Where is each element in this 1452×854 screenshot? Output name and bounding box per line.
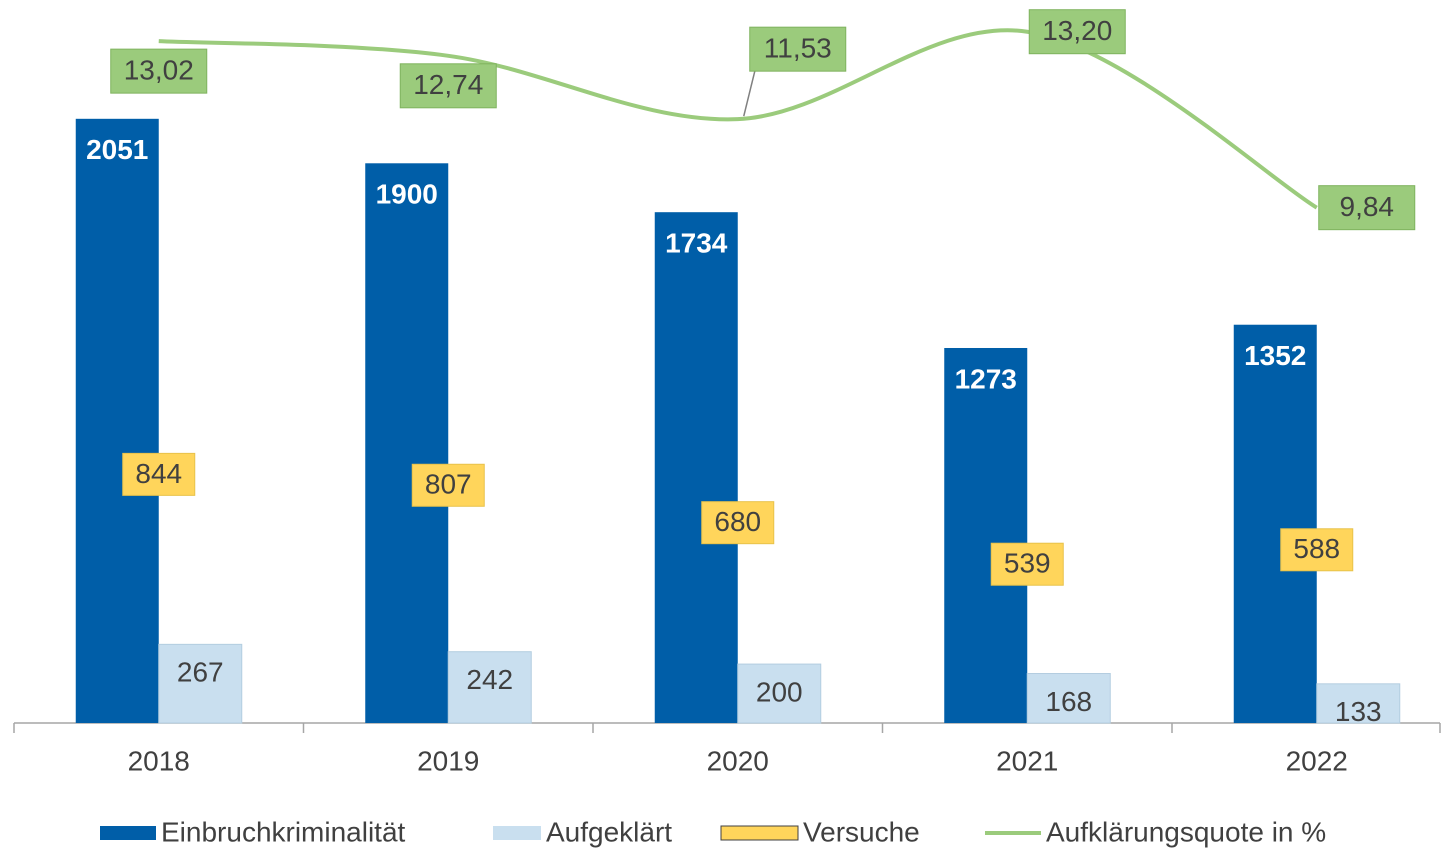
data-label: 242 [466,664,513,695]
data-label: 2051 [86,134,148,165]
data-label: 13,02 [124,55,194,86]
data-label: 13,20 [1042,15,1112,46]
legend-swatch [100,826,156,840]
bar [447,651,532,724]
bar [944,347,1028,723]
marker-label-box [122,452,196,496]
data-label: 267 [177,657,224,688]
x-tick-label: 2020 [707,745,769,776]
data-label: 1734 [665,228,728,259]
x-tick-label: 2021 [996,745,1058,776]
data-label: 200 [756,676,803,707]
legend-swatch [720,825,799,841]
legend-label: Aufgeklärt [546,816,672,847]
data-label: 1900 [376,179,438,210]
data-label: 539 [1004,548,1051,579]
bar [365,163,449,723]
bar [75,118,159,724]
data-label: 807 [425,469,472,500]
marker-label-box [411,463,485,507]
data-label: 844 [135,458,182,489]
label-box [749,26,847,72]
marker-label-box [1280,528,1354,572]
label-box [399,63,497,109]
x-tick-label: 2022 [1286,745,1348,776]
bar [1233,324,1317,723]
marker-label-box [701,501,775,545]
bar [1316,683,1401,724]
data-label: 9,84 [1340,191,1395,222]
data-label: 680 [714,506,761,537]
bar [654,212,738,723]
x-tick-label: 2019 [417,745,479,776]
label-box [110,48,208,94]
data-label: 11,53 [764,33,832,64]
data-label: 1273 [955,363,1017,394]
data-label: 1352 [1244,340,1306,371]
bar [737,663,822,724]
data-label: 133 [1335,696,1382,727]
data-label: 12,74 [413,69,483,100]
label-box [1028,9,1126,55]
legend-swatch [493,826,541,840]
legend-label: Versuche [803,816,920,847]
legend-label: Aufklärungsquote in % [1046,816,1326,847]
legend-label: Einbruchkriminalität [161,816,406,847]
bar [158,643,243,724]
x-tick-label: 2018 [128,745,190,776]
marker-label-box [990,542,1064,586]
bar [1026,673,1111,724]
line [158,28,1318,210]
data-label: 588 [1293,533,1340,564]
label-box [1318,185,1416,231]
data-label: 168 [1045,686,1092,717]
